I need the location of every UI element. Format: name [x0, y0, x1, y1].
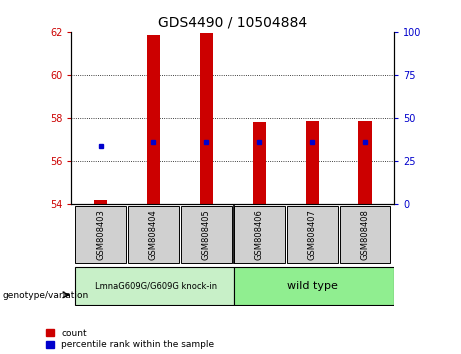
- Bar: [94, 200, 107, 204]
- FancyBboxPatch shape: [181, 206, 232, 263]
- Bar: [359, 121, 372, 204]
- Title: GDS4490 / 10504884: GDS4490 / 10504884: [158, 15, 307, 29]
- Bar: [253, 121, 266, 204]
- Text: GSM808403: GSM808403: [96, 209, 105, 260]
- Bar: [200, 33, 213, 204]
- Text: GSM808407: GSM808407: [307, 209, 317, 260]
- Text: GSM808406: GSM808406: [255, 209, 264, 260]
- Text: GSM808405: GSM808405: [202, 209, 211, 260]
- Bar: [306, 121, 319, 204]
- Text: genotype/variation: genotype/variation: [2, 291, 89, 300]
- FancyBboxPatch shape: [340, 206, 390, 263]
- Text: LmnaG609G/G609G knock-in: LmnaG609G/G609G knock-in: [95, 281, 217, 290]
- Text: GSM808404: GSM808404: [149, 209, 158, 260]
- FancyBboxPatch shape: [234, 267, 394, 304]
- FancyBboxPatch shape: [287, 206, 337, 263]
- FancyBboxPatch shape: [75, 267, 234, 304]
- Bar: [147, 35, 160, 204]
- FancyBboxPatch shape: [234, 206, 284, 263]
- FancyBboxPatch shape: [128, 206, 179, 263]
- Text: GSM808408: GSM808408: [361, 209, 370, 260]
- Text: wild type: wild type: [287, 281, 337, 291]
- Legend: count, percentile rank within the sample: count, percentile rank within the sample: [46, 329, 214, 349]
- FancyBboxPatch shape: [75, 206, 126, 263]
